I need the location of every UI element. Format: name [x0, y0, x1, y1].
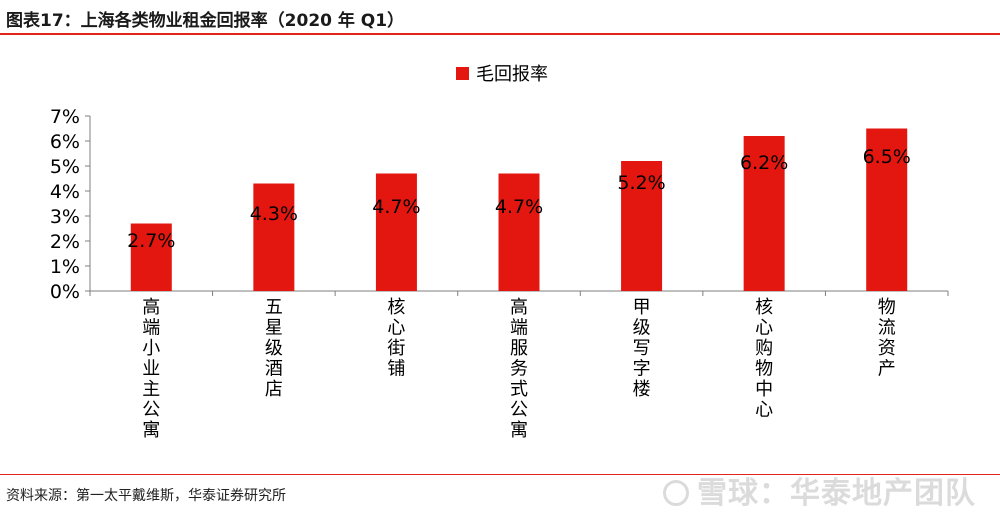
bar [375, 173, 417, 291]
data-label: 4.7% [495, 196, 543, 218]
data-label: 4.3% [250, 203, 298, 225]
bar [498, 173, 540, 291]
y-tick-label: 3% [50, 206, 80, 228]
data-label: 4.7% [372, 196, 420, 218]
bar [253, 183, 295, 291]
bar [866, 128, 908, 291]
category-label: 核心购物中心 [755, 297, 773, 421]
y-tick-label: 1% [50, 256, 80, 278]
watermark-text: 雪球：华泰地产团队 [697, 476, 976, 511]
category-label: 高端小业主公寓 [142, 297, 160, 441]
category-label: 核心街铺 [387, 297, 405, 380]
legend-label: 毛回报率 [476, 64, 548, 85]
bar [743, 136, 785, 291]
legend-swatch [456, 67, 469, 80]
data-label: 5.2% [617, 172, 665, 194]
snowball-logo-icon [663, 480, 689, 506]
chart-title: 图表17：上海各类物业租金回报率（2020 年 Q1） [6, 11, 405, 31]
y-tick-label: 0% [50, 281, 80, 303]
source-note: 资料来源：第一太平戴维斯，华泰证券研究所 [6, 488, 286, 504]
y-tick-label: 2% [50, 231, 80, 253]
category-label: 物流资产 [878, 297, 896, 380]
bottom-divider [0, 474, 1000, 475]
y-tick-label: 5% [50, 156, 80, 178]
data-label: 2.7% [127, 230, 175, 252]
bar [130, 223, 172, 291]
y-tick-label: 7% [50, 106, 80, 128]
y-tick-label: 4% [50, 181, 80, 203]
bar [621, 161, 663, 291]
category-label: 甲级写字楼 [633, 297, 651, 400]
category-label: 高端服务式公寓 [510, 297, 528, 441]
data-label: 6.5% [863, 146, 911, 168]
watermark: 雪球：华泰地产团队 [663, 468, 976, 512]
category-label: 五星级酒店 [265, 297, 283, 400]
data-label: 6.2% [740, 152, 788, 174]
top-divider [0, 33, 1000, 35]
y-tick-label: 6% [50, 131, 80, 153]
bar-chart: 0% 1% 2% 3% 4% 5% 6% 7% 2.7% 高端小业主公寓 4.3% 五星级酒店 4.7%… [50, 64, 949, 441]
